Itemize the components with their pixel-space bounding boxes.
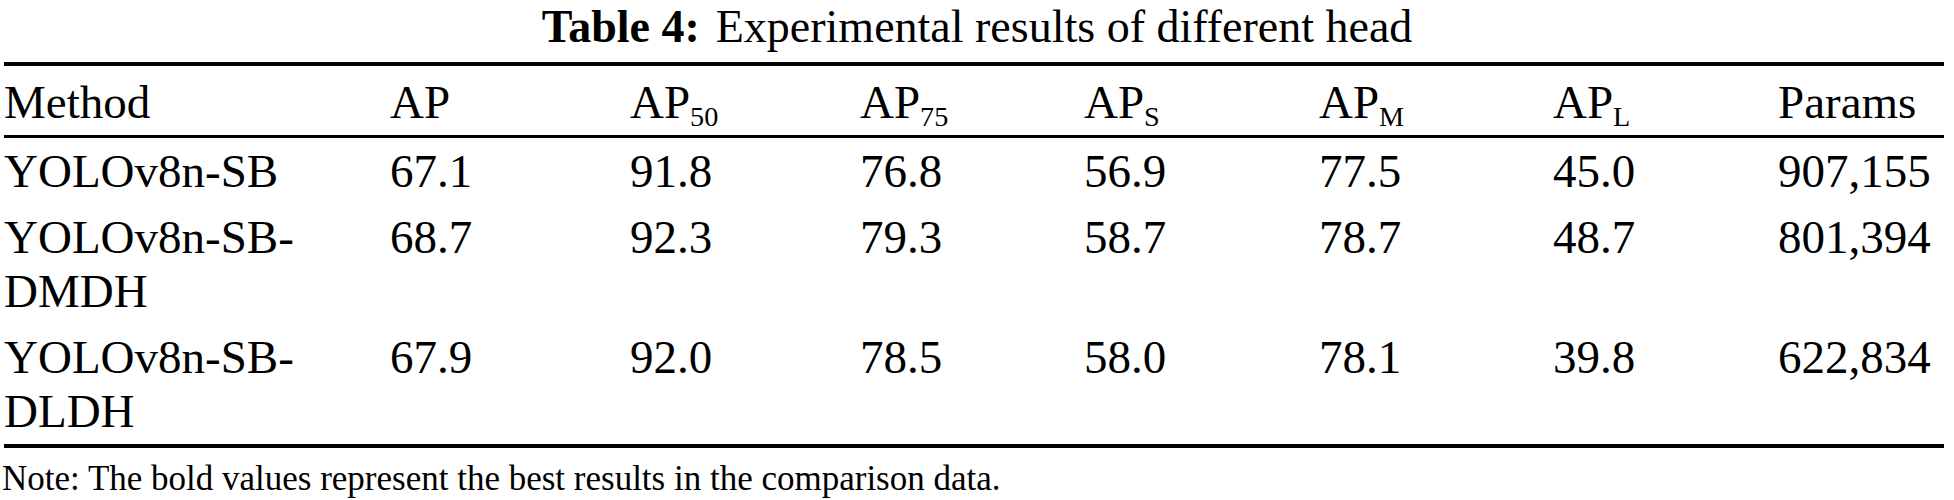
column-header-base: Params (1778, 76, 1916, 128)
column-header-ap: AP (390, 64, 630, 137)
column-header-base: AP (860, 76, 920, 128)
column-header-base: AP (1319, 76, 1379, 128)
results-table: MethodAPAP50AP75APSAPMAPLParams YOLOv8n-… (4, 62, 1944, 448)
column-header-subscript: 50 (690, 101, 718, 132)
table-caption-text: Experimental results of different head (716, 1, 1413, 52)
value-cell: 58.0 (1084, 324, 1319, 446)
value-cell: 48.7 (1553, 204, 1778, 324)
column-header-subscript: S (1144, 101, 1160, 132)
table-body: YOLOv8n-SB67.191.876.856.977.545.0907,15… (4, 137, 1944, 447)
table-row: YOLOv8n-SB67.191.876.856.977.545.0907,15… (4, 137, 1944, 205)
table-note: Note: The bold values represent the best… (2, 459, 1954, 499)
value-cell: 39.8 (1553, 324, 1778, 446)
method-cell: YOLOv8n-SB-DMDH (4, 204, 390, 324)
table-caption-label: Table 4: (542, 1, 700, 52)
table-row: YOLOv8n-SB-DLDH67.992.078.558.078.139.86… (4, 324, 1944, 446)
column-header-subscript: 75 (920, 101, 948, 132)
value-cell: 907,155 (1778, 137, 1944, 205)
value-cell: 79.3 (860, 204, 1084, 324)
column-header-method: Method (4, 64, 390, 137)
column-header-subscript: M (1379, 101, 1404, 132)
method-cell: YOLOv8n-SB (4, 137, 390, 205)
value-cell: 78.5 (860, 324, 1084, 446)
column-header-subscript: L (1613, 101, 1630, 132)
value-cell: 67.9 (390, 324, 630, 446)
value-cell: 92.3 (630, 204, 860, 324)
method-cell: YOLOv8n-SB-DLDH (4, 324, 390, 446)
value-cell: 68.7 (390, 204, 630, 324)
table-row: YOLOv8n-SB-DMDH68.792.379.358.778.748.78… (4, 204, 1944, 324)
value-cell: 78.7 (1319, 204, 1553, 324)
value-cell: 76.8 (860, 137, 1084, 205)
column-header-ap75: AP75 (860, 64, 1084, 137)
paper-table-figure: Table 4: Experimental results of differen… (0, 0, 1954, 500)
column-header-base: AP (1553, 76, 1613, 128)
column-header-base: Method (4, 76, 150, 128)
value-cell: 91.8 (630, 137, 860, 205)
value-cell: 77.5 (1319, 137, 1553, 205)
value-cell: 801,394 (1778, 204, 1944, 324)
column-header-params: Params (1778, 64, 1944, 137)
value-cell: 622,834 (1778, 324, 1944, 446)
column-header-base: AP (630, 76, 690, 128)
column-header-base: AP (390, 76, 450, 128)
column-header-ap-s: APS (1084, 64, 1319, 137)
table-caption: Table 4:Experimental results of differen… (0, 5, 1954, 49)
column-header-ap50: AP50 (630, 64, 860, 137)
table-header-row: MethodAPAP50AP75APSAPMAPLParams (4, 64, 1944, 137)
column-header-ap-m: APM (1319, 64, 1553, 137)
column-header-ap-l: APL (1553, 64, 1778, 137)
value-cell: 67.1 (390, 137, 630, 205)
value-cell: 78.1 (1319, 324, 1553, 446)
value-cell: 56.9 (1084, 137, 1319, 205)
value-cell: 58.7 (1084, 204, 1319, 324)
column-header-base: AP (1084, 76, 1144, 128)
value-cell: 45.0 (1553, 137, 1778, 205)
value-cell: 92.0 (630, 324, 860, 446)
